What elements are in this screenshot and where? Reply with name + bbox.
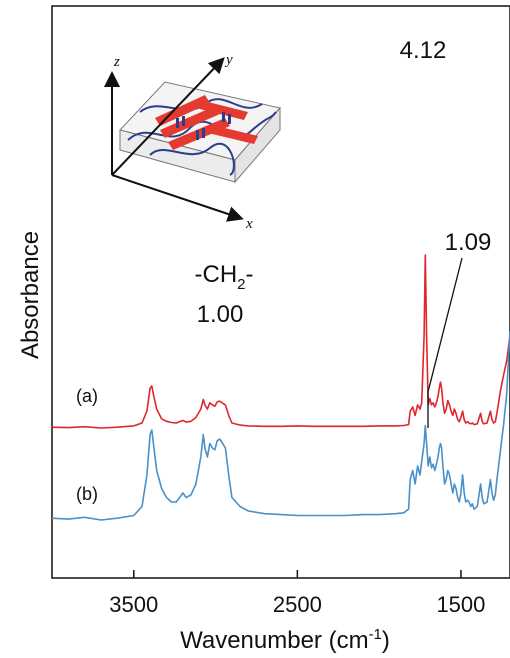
- series-label-a: (a): [76, 386, 98, 406]
- ch2-annotation: -CH2-: [195, 261, 254, 293]
- x-tick-label: 3500: [109, 592, 158, 617]
- series-layer: [51, 254, 510, 521]
- peak-ratio-b-label: 1.09: [445, 229, 492, 256]
- x-axis-title: Wavenumber (cm-1): [180, 626, 390, 654]
- peak-ratio-ch2-label: 1.00: [197, 301, 244, 328]
- inset-x-label: x: [245, 216, 253, 232]
- inset-z-label: z: [113, 54, 120, 70]
- polymer-chain-3: [149, 142, 235, 176]
- series-line-b: [51, 330, 510, 521]
- inset-schematic: z y x: [104, 52, 281, 232]
- peak-ratio-a-label: 4.12: [400, 37, 447, 64]
- ch2-annotation-main: -CH: [195, 261, 238, 288]
- inset-y-axis: [111, 57, 225, 176]
- ch2-annotation-sub: 2: [237, 276, 245, 293]
- series-line-a: [51, 254, 510, 429]
- peak-ratio-b-leader: [427, 257, 463, 393]
- film-side-face: [234, 106, 281, 184]
- y-axis-title: Absorbance: [17, 231, 44, 359]
- inset-y-label: y: [224, 52, 233, 68]
- x-axis-title-end: ): [382, 627, 390, 654]
- x-tick-label: 2500: [273, 592, 322, 617]
- inset-x-axis: [111, 174, 244, 222]
- hydrogen-bond-marks: [176, 112, 231, 140]
- ch2-annotation-end: -: [246, 261, 254, 288]
- series-label-b: (b): [76, 484, 98, 504]
- plot-frame: [51, 5, 510, 579]
- x-tick-layer: 3500 2500 1500: [109, 570, 485, 617]
- x-axis-title-sup: -1: [369, 626, 382, 643]
- x-axis-title-main: Wavenumber (cm: [180, 627, 368, 654]
- x-tick-label: 1500: [436, 592, 485, 617]
